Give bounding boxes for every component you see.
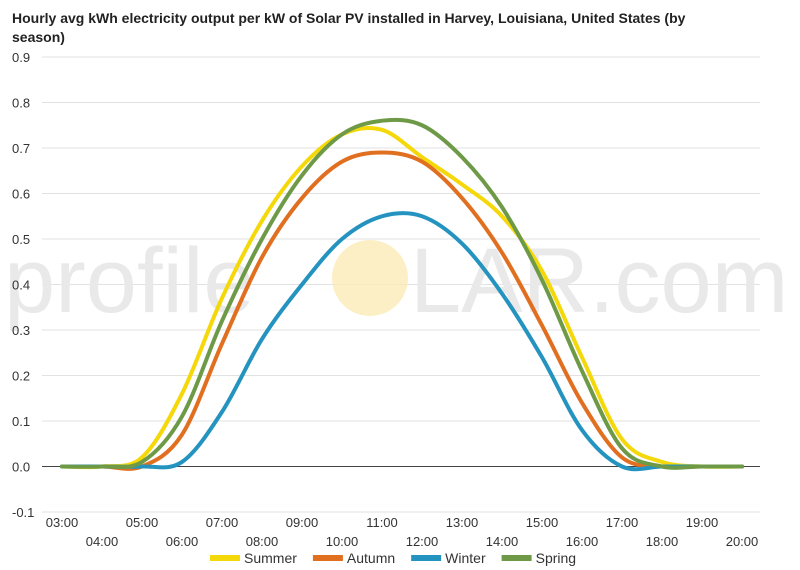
legend-label-winter: Winter — [445, 550, 486, 566]
series-line-autumn — [60, 150, 744, 471]
x-tick-label: 08:00 — [246, 534, 279, 549]
x-tick-label: 07:00 — [206, 515, 239, 530]
y-tick-label: 0.2 — [12, 369, 30, 384]
legend-label-autumn: Autumn — [347, 550, 395, 566]
y-tick-label: -0.1 — [12, 505, 34, 520]
x-tick-label: 10:00 — [326, 534, 359, 549]
series-lines — [60, 117, 744, 472]
legend-label-summer: Summer — [244, 550, 297, 566]
x-tick-label: 17:00 — [606, 515, 639, 530]
chart-title: Hourly avg kWh electricity output per kW… — [12, 10, 686, 45]
legend-swatch-winter — [411, 555, 442, 561]
x-tick-label: 14:00 — [486, 534, 519, 549]
x-tick-label: 13:00 — [446, 515, 479, 530]
watermark-text-left: profile — [4, 230, 255, 332]
legend-swatch-spring — [501, 555, 532, 561]
axis-labels: -0.1 0.0 0.1 0.2 0.3 0.4 0.5 0.6 0.7 0.8 0.9 03:00 0… — [12, 50, 758, 549]
x-tick-label: 15:00 — [526, 515, 559, 530]
y-tick-label: 0.5 — [12, 232, 30, 247]
y-tick-label: 0.3 — [12, 323, 30, 338]
series-line-winter — [60, 211, 744, 472]
y-tick-label: 0.1 — [12, 414, 30, 429]
x-tick-label: 09:00 — [286, 515, 319, 530]
x-tick-label: 05:00 — [126, 515, 159, 530]
y-tick-label: 0.8 — [12, 96, 30, 111]
x-tick-label: 03:00 — [46, 515, 79, 530]
series-line-summer — [60, 125, 744, 470]
y-tick-label: 0.7 — [12, 141, 30, 156]
watermark-sun-icon — [332, 240, 408, 316]
x-tick-label: 20:00 — [726, 534, 759, 549]
legend-swatch-summer — [210, 555, 240, 561]
y-tick-label: 0.0 — [12, 460, 30, 475]
y-tick-label: 0.6 — [12, 187, 30, 202]
x-tick-label: 19:00 — [686, 515, 719, 530]
legend-swatch-autumn — [312, 555, 343, 561]
y-tick-label: 0.4 — [12, 278, 30, 293]
x-tick-label: 18:00 — [646, 534, 679, 549]
x-tick-label: 06:00 — [166, 534, 199, 549]
watermark: profile LAR.com — [4, 230, 788, 332]
series-line-spring — [60, 117, 744, 470]
x-tick-label: 16:00 — [566, 534, 599, 549]
legend-label-spring: Spring — [536, 550, 576, 566]
y-tick-label: 0.9 — [12, 50, 30, 65]
watermark-text-right: LAR.com — [410, 230, 788, 332]
legend: Summer Autumn Winter Spring — [210, 550, 576, 566]
x-tick-label: 11:00 — [366, 515, 398, 530]
x-tick-label: 12:00 — [406, 534, 439, 549]
x-tick-label: 04:00 — [86, 534, 119, 549]
